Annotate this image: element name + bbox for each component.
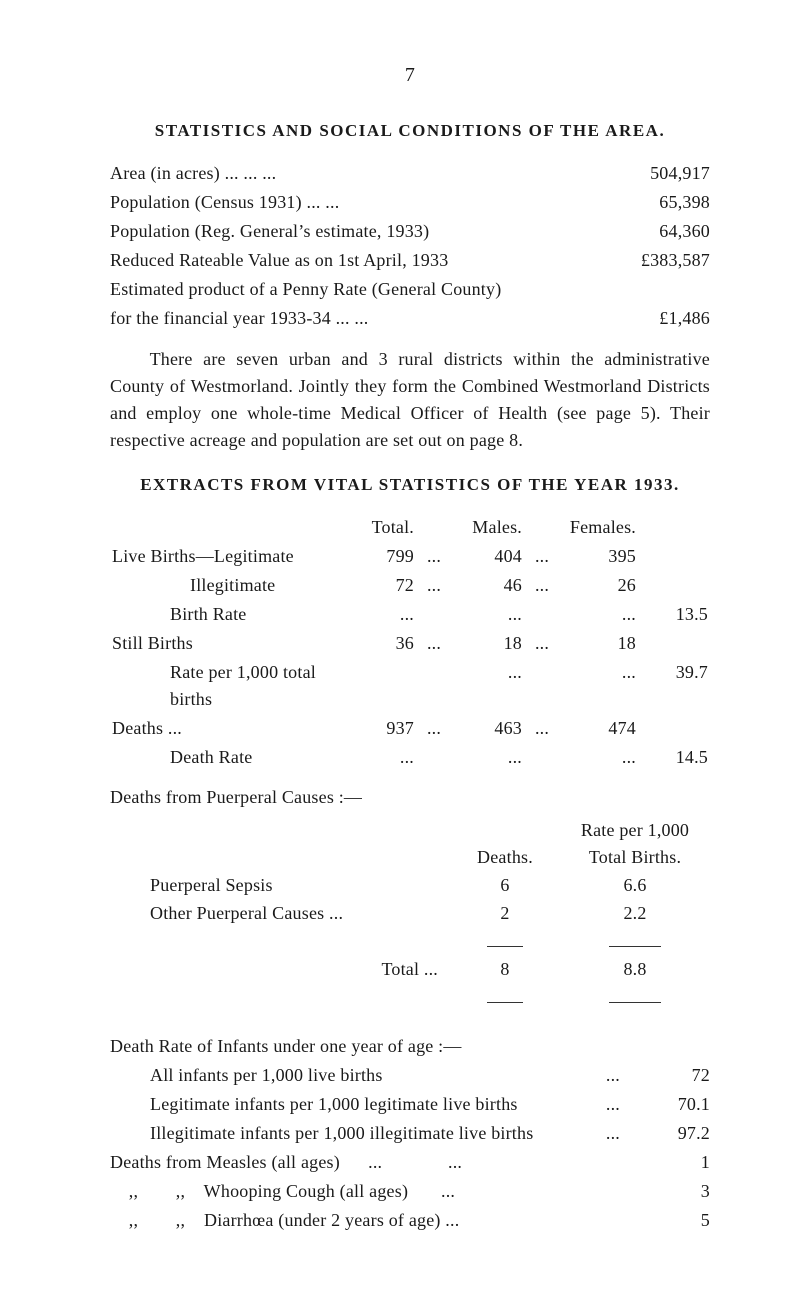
- stat-value: 65,398: [610, 189, 710, 216]
- table-row: Illegitimate72...46...26: [110, 571, 710, 600]
- vital-stats-table: Total. Males. Females. Live Births—Legit…: [110, 513, 710, 772]
- stat-row: for the financial year 1933-34 ... ...£1…: [110, 305, 710, 332]
- puerperal-block: Rate per 1,000 Deaths. Total Births. Pue…: [110, 817, 710, 1011]
- col-deaths: Deaths.: [450, 844, 560, 871]
- puerperal-title: Deaths from Puerperal Causes :—: [110, 784, 710, 811]
- table-row: Rate per 1,000 total births......39.7: [110, 658, 710, 714]
- page-number: 7: [110, 60, 710, 90]
- section-heading-stats: STATISTICS AND SOCIAL CONDITIONS OF THE …: [110, 118, 710, 144]
- stat-value: £383,587: [610, 247, 710, 274]
- table-header-row: Total. Males. Females.: [110, 513, 710, 542]
- puerperal-row: Other Puerperal Causes ...22.2: [110, 900, 710, 927]
- infant-rate-row: Legitimate infants per 1,000 legitimate …: [110, 1091, 710, 1118]
- deaths-from-row: ,, ,, Diarrhœa (under 2 years of age) ..…: [110, 1207, 710, 1234]
- stat-row: Reduced Rateable Value as on 1st April, …: [110, 247, 710, 274]
- infant-death-rate-title: Death Rate of Infants under one year of …: [110, 1033, 710, 1060]
- total-deaths: 8: [450, 956, 560, 983]
- col-females: Females.: [560, 513, 638, 542]
- infant-rate-row: All infants per 1,000 live births...72: [110, 1062, 710, 1089]
- stat-label: Reduced Rateable Value as on 1st April, …: [110, 247, 610, 274]
- stat-row: Population (Reg. General’s estimate, 193…: [110, 218, 710, 245]
- total-rate: 8.8: [560, 956, 710, 983]
- stat-label: Population (Reg. General’s estimate, 193…: [110, 218, 610, 245]
- table-row: Live Births—Legitimate799...404...395: [110, 542, 710, 571]
- stat-row: Population (Census 1931) ... ...65,398: [110, 189, 710, 216]
- stat-row: Estimated product of a Penny Rate (Gener…: [110, 276, 710, 303]
- stat-label: Population (Census 1931) ... ...: [110, 189, 610, 216]
- table-row: Deaths ...937...463...474: [110, 714, 710, 743]
- rate-per-1000: Rate per 1,000: [560, 817, 710, 844]
- table-row: Birth Rate.........13.5: [110, 600, 710, 629]
- deaths-from-row: ,, ,, Whooping Cough (all ages) ...3: [110, 1178, 710, 1205]
- section-heading-extracts: EXTRACTS FROM VITAL STATISTICS OF THE YE…: [110, 472, 710, 498]
- area-statistics: Area (in acres) ... ... ...504,917Popula…: [110, 160, 710, 332]
- stat-row: Area (in acres) ... ... ...504,917: [110, 160, 710, 187]
- stat-label: Estimated product of a Penny Rate (Gener…: [110, 276, 610, 303]
- col-total-births: Total Births.: [560, 844, 710, 871]
- stat-value: 64,360: [610, 218, 710, 245]
- col-males: Males.: [452, 513, 524, 542]
- infant-rate-row: Illegitimate infants per 1,000 illegitim…: [110, 1120, 710, 1147]
- paragraph-districts: There are seven urban and 3 rural distri…: [110, 346, 710, 454]
- puerperal-row: Puerperal Sepsis66.6: [110, 872, 710, 899]
- stat-value: 504,917: [610, 160, 710, 187]
- deaths-from-row: Deaths from Measles (all ages) ... ...1: [110, 1149, 710, 1176]
- table-row: Death Rate.........14.5: [110, 743, 710, 772]
- total-label: Total ...: [110, 956, 450, 983]
- table-row: Still Births36...18...18: [110, 629, 710, 658]
- stat-value: £1,486: [610, 305, 710, 332]
- infant-death-rate-block: Death Rate of Infants under one year of …: [110, 1033, 710, 1234]
- puerperal-total-row: Total ... 8 8.8: [110, 956, 710, 983]
- stat-label: Area (in acres) ... ... ...: [110, 160, 610, 187]
- col-total: Total.: [338, 513, 416, 542]
- stat-label: for the financial year 1933-34 ... ...: [110, 305, 610, 332]
